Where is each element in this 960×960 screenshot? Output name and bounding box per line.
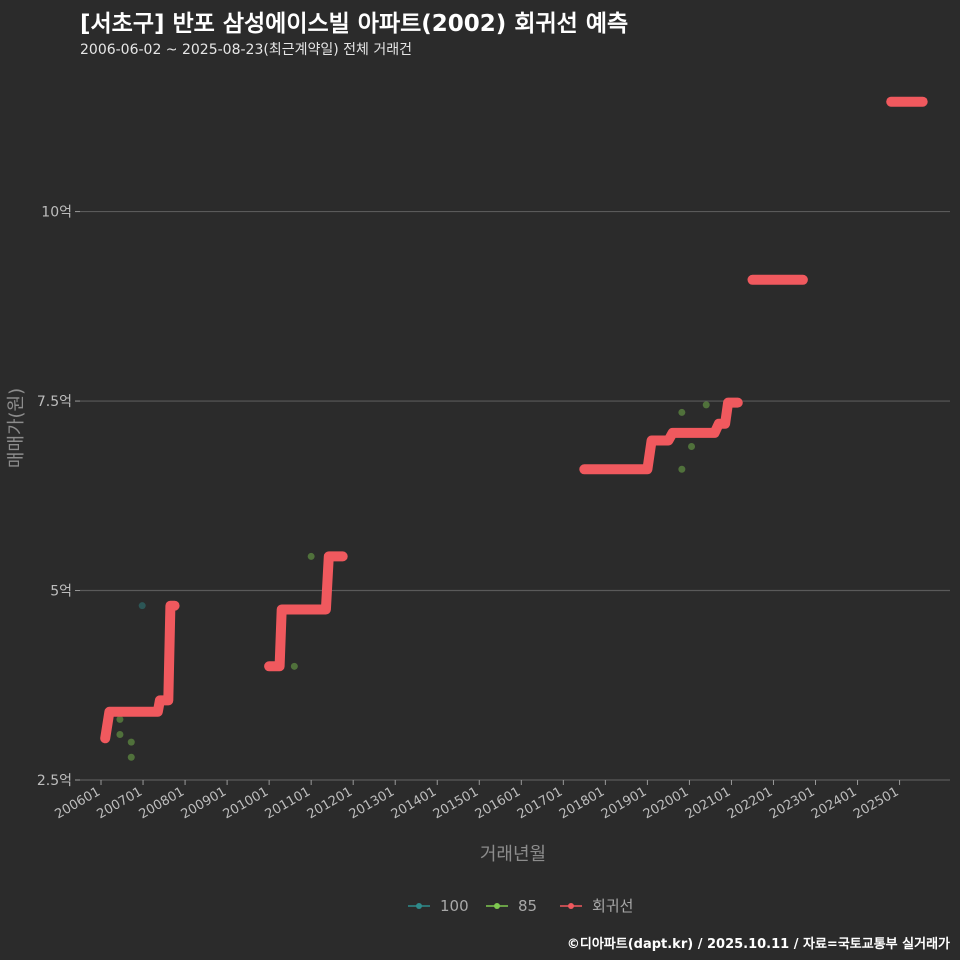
legend-item: 회귀선: [560, 897, 633, 915]
x-tick-label: 201801: [557, 784, 607, 822]
point-85: [702, 401, 710, 409]
legend-key-marker: [568, 903, 574, 909]
chart-title: [서초구] 반포 삼성에이스빌 아파트(2002) 회귀선 예측: [80, 11, 629, 37]
point-85: [127, 753, 135, 761]
y-axis-ticks: 2.5억 5억 7.5억 10억: [37, 205, 80, 789]
point-85: [678, 465, 686, 473]
x-tick-label: 202301: [767, 784, 817, 822]
legend-key-marker: [416, 903, 422, 909]
legend-item: 85: [486, 897, 537, 915]
point-100: [138, 602, 146, 610]
x-tick-label: 200701: [95, 784, 145, 822]
regression-line: [264, 551, 348, 672]
point-85: [116, 731, 124, 739]
regression-line: [100, 600, 180, 744]
x-tick-label: 201701: [515, 784, 565, 822]
legend-label: 85: [518, 897, 537, 915]
y-axis-label: 매매가(원): [6, 388, 27, 468]
x-tick-label: 201201: [305, 784, 355, 822]
grid: [80, 210, 950, 781]
x-tick-label: 202501: [851, 784, 901, 822]
x-axis-ticks: 2006012007012008012009012010012011012012…: [53, 780, 902, 822]
scatter-points: [116, 401, 710, 761]
y-tick-label: 7.5억: [37, 394, 72, 410]
x-tick-label: 200601: [53, 784, 103, 822]
legend-key-marker: [494, 903, 500, 909]
x-tick-label: 201901: [599, 784, 649, 822]
y-tick-label: 5억: [50, 584, 72, 600]
x-tick-label: 200901: [179, 784, 229, 822]
x-axis-label: 거래년월: [480, 844, 546, 865]
point-85: [127, 738, 135, 746]
x-tick-label: 201401: [389, 784, 439, 822]
x-tick-label: 202001: [641, 784, 691, 822]
legend-label: 회귀선: [592, 897, 633, 915]
legend-label: 100: [440, 897, 469, 915]
regression-line: [579, 397, 743, 475]
legend-item: 100: [408, 897, 469, 915]
x-tick-label: 202101: [683, 784, 733, 822]
chart-subtitle: 2006-06-02 ~ 2025-08-23(최근계약일) 전체 거래건: [80, 42, 412, 58]
point-85: [116, 715, 124, 723]
point-85: [290, 662, 298, 670]
point-85: [678, 408, 686, 416]
x-tick-label: 200801: [137, 784, 187, 822]
x-tick-label: 201101: [263, 784, 313, 822]
x-tick-label: 202201: [725, 784, 775, 822]
x-tick-label: 201501: [431, 784, 481, 822]
y-tick-label: 2.5억: [37, 773, 72, 789]
x-tick-label: 202401: [809, 784, 859, 822]
point-85: [307, 552, 315, 560]
x-tick-label: 201301: [347, 784, 397, 822]
regression-lines: [100, 96, 928, 744]
x-tick-label: 201601: [473, 784, 523, 822]
y-tick-label: 10억: [41, 205, 72, 221]
footer-credit: ©디아파트(dapt.kr) / 2025.10.11 / 자료=국토교통부 실…: [566, 937, 950, 952]
legend: 100 85 회귀선: [408, 897, 633, 915]
point-85: [688, 443, 696, 451]
x-tick-label: 201001: [221, 784, 271, 822]
